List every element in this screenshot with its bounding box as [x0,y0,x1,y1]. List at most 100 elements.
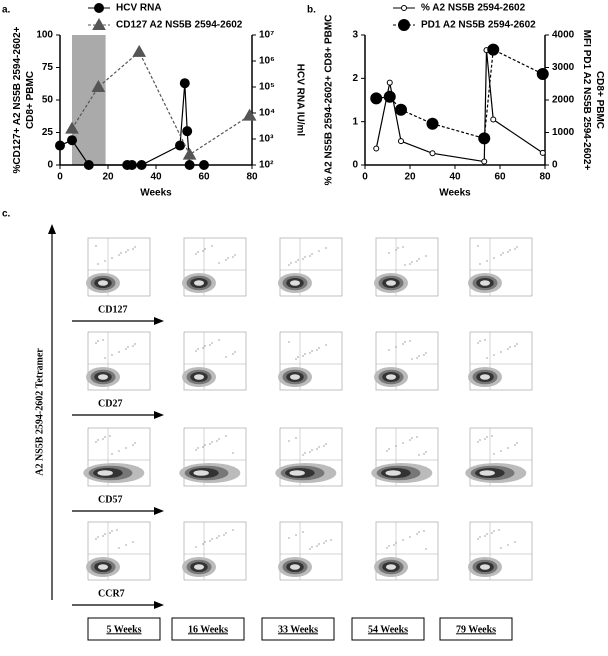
tetramer-event [311,350,313,352]
tetramer-event [195,449,197,451]
tetramer-event [423,530,425,532]
tetramer-event [402,539,404,541]
tetramer-event [416,260,418,262]
legend-marker [398,19,410,31]
tetramer-event [388,252,390,254]
tetramer-event [295,358,297,360]
data-point [91,79,106,92]
tetramer-event [202,446,204,448]
tetramer-event [507,544,509,546]
tetramer-event [202,543,204,545]
tetramer-event [216,537,218,539]
tetramer-event [491,532,493,534]
tetramer-event [388,545,390,547]
arrow-head [154,507,164,515]
legend-label: % A2 NS5B 2594-2602 [421,3,526,14]
y-tick-label: 50 [42,95,54,106]
y-axis-label: %CD127+ A2 NS5B 2594-2602+ [12,26,23,173]
tetramer-event [302,531,304,533]
tetramer-event [218,262,220,264]
cell-population [479,470,495,476]
tetramer-event [311,449,313,451]
tetramer-event [386,547,388,549]
tetramer-event [318,347,320,349]
tetramer-event [288,341,290,343]
week-label: 79 Weeks [456,624,496,635]
tetramer-event [104,533,106,535]
tetramer-event [125,251,127,253]
tetramer-event [297,356,299,358]
y-tick-label: 1 [352,116,358,127]
y-tick-label: 100 [36,30,53,41]
tetramer-event [218,339,220,341]
tetramer-event [316,448,318,450]
tetramer-event [116,529,118,531]
tetramer-event [479,536,481,538]
data-point [373,145,380,152]
tetramer-event [209,443,211,445]
cell-population [98,374,108,380]
tetramer-event [102,438,104,440]
tetramer-event [423,354,425,356]
week-label: 33 Weeks [278,624,318,635]
tetramer-event [225,259,227,261]
tetramer-event [493,453,495,455]
legend-marker [92,17,106,30]
tetramer-event [302,454,304,456]
week-box [351,617,425,641]
tetramer-event [477,538,479,540]
tetramer-event [318,543,320,545]
data-point [179,78,190,89]
tetramer-event [204,248,206,250]
tetramer-event [195,253,197,255]
tetramer-event [425,255,427,257]
data-point [487,43,500,56]
cell-population [386,280,396,286]
tetramer-event [500,351,502,353]
tetramer-event [325,443,327,445]
tetramer-event [402,442,404,444]
week-label: 16 Weeks [188,624,228,635]
tetramer-event [402,246,404,248]
tetramer-event [484,438,486,440]
legend-marker [401,5,407,11]
tetramer-event [109,435,111,437]
cell-population [480,280,490,286]
tetramer-event [295,534,297,536]
tetramer-event [288,264,290,266]
tetramer-event [388,349,390,351]
tetramer-event [132,541,134,543]
tetramer-event [325,540,327,542]
y2-tick-label: 2000 [552,95,575,106]
tetramer-event [409,439,411,441]
tetramer-event [514,345,516,347]
tetramer-event [125,348,127,350]
tetramer-event [395,249,397,251]
y2-axis-label: CD8+ PBMC [594,71,605,129]
cell-population [480,374,490,380]
x-tick-label: 20 [102,172,114,183]
marker-label: CD127 [98,304,127,315]
x-axis-label: Weeks [439,188,471,199]
week-label: 54 Weeks [368,624,408,635]
tetramer-event [104,436,106,438]
tetramer-event [516,246,518,248]
tetramer-event [330,539,332,541]
tetramer-event [234,351,236,353]
tetramer-event [97,263,99,265]
data-point [127,160,137,170]
tetramer-event [132,345,134,347]
tetramer-event [416,357,418,359]
tetramer-event [395,542,397,544]
tetramer-event [195,350,197,352]
tetramer-event [500,254,502,256]
data-point [132,44,147,57]
y-tick-label: 0 [47,160,53,171]
tetramer-event [134,343,136,345]
tetramer-event [120,252,122,254]
shaded-region [72,35,106,165]
y2-tick-label: 10⁴ [259,108,275,119]
tetramer-event [486,357,488,359]
tetramer-event [404,341,406,343]
